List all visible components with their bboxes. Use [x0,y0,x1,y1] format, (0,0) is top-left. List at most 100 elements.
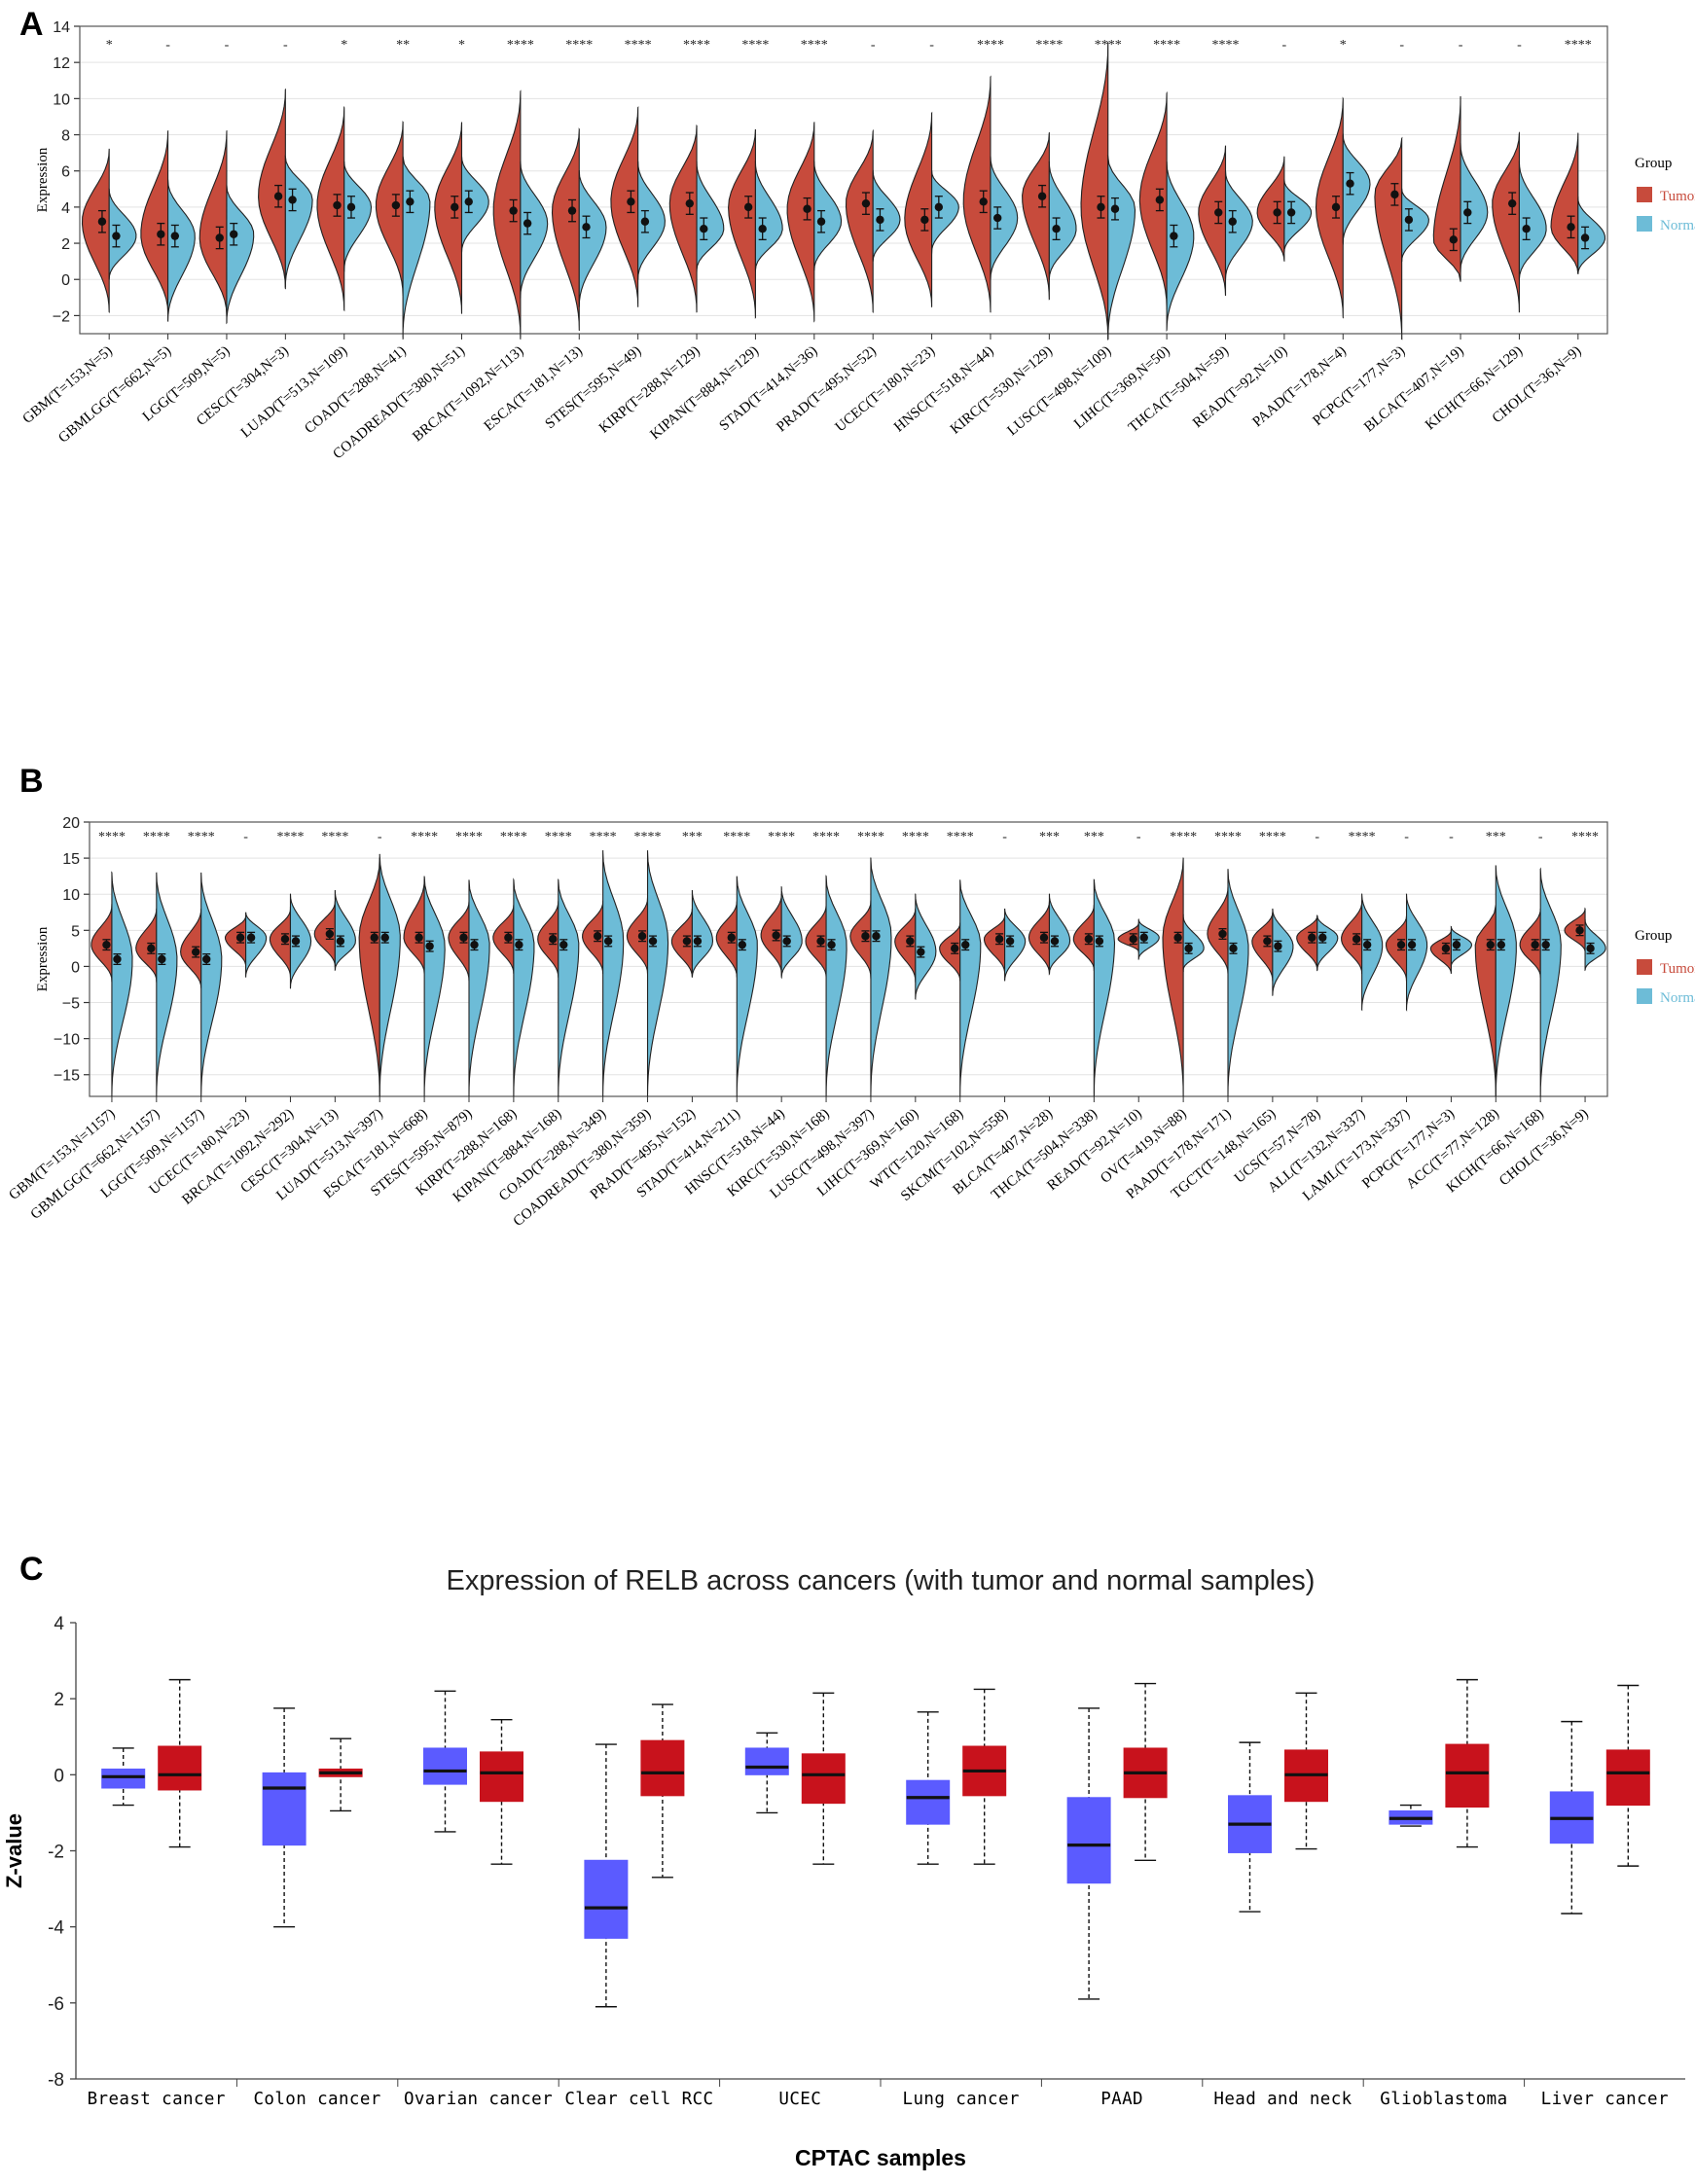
y-axis-label: Expression [35,926,51,991]
normal-violin [754,161,783,273]
normal-violin [558,878,580,1097]
median-point [235,933,245,942]
normal-violin [226,184,255,325]
median-point [391,200,401,210]
median-point [192,948,200,956]
tumor-violin [715,901,738,978]
significance-label: **** [683,38,710,53]
median-point [346,202,356,212]
median-point [1441,944,1451,953]
tumor-violin [983,915,1006,974]
median-point [993,213,1002,223]
median-point [464,197,473,206]
tumor-violin [492,905,515,975]
tumor-violin [1550,132,1579,274]
significance-label: - [1399,38,1404,53]
normal-violin [1342,133,1371,245]
normal-box [101,1768,146,1789]
y-tick-label: 4 [54,1614,64,1634]
significance-label: **** [857,830,884,844]
median-point [559,940,568,949]
x-tick-label: Ovarian cancer [404,2090,553,2109]
median-point [1170,232,1178,240]
normal-violin [200,872,223,1097]
median-point [504,933,513,942]
tumor-violin [962,75,992,313]
plot-frame [89,821,1608,1097]
tumor-violin [1251,912,1274,982]
median-point [158,954,166,964]
normal-violin [1106,155,1136,340]
normal-violin [1460,142,1489,272]
significance-label: **** [1565,38,1592,53]
median-point [333,200,342,210]
median-point [1039,933,1049,942]
normal-violin [872,169,901,262]
median-point [1214,208,1223,217]
median-point [1362,940,1372,949]
significance-label: **** [321,830,348,844]
tumor-violin [728,128,756,319]
median-point [1155,196,1165,204]
median-point [325,929,335,939]
tumor-violin [551,127,580,332]
median-point [470,940,479,949]
y-tick-label: -6 [48,1994,64,2015]
normal-violin [1401,188,1429,263]
x-tick-label: STES(T=595,N=49) [543,343,645,432]
median-point [1173,933,1182,942]
median-point [582,223,591,232]
significance-label: - [871,38,876,53]
tumor-box [1445,1743,1490,1808]
tumor-violin [224,915,247,969]
normal-violin [108,188,137,280]
significance-label: **** [1571,830,1599,844]
legend-title: Group [1635,156,1672,171]
tumor-violin [1028,900,1051,976]
x-tick-label: PRAD(T=495,N=52) [774,343,879,436]
normal-violin [1539,867,1562,1097]
significance-label: - [378,830,382,844]
x-tick-label: KIRC(T=530,N=129) [948,343,1056,438]
tumor-violin [492,90,522,340]
y-tick-label: 12 [53,55,70,72]
normal-violin [1495,865,1517,1097]
x-tick-label: Colon cancer [253,2090,380,2109]
x-tick-label: THCA(T=504,N=59) [1126,343,1232,436]
normal-violin [990,155,1019,281]
median-point [415,933,423,942]
significance-label: - [1449,830,1454,844]
x-tick-label: KIPAN(T=884,N=129) [647,343,762,443]
normal-violin [780,885,803,980]
median-point [876,215,884,225]
tumor-violin [1385,914,1408,983]
y-tick-label: 2 [54,1690,64,1710]
significance-label: **** [634,830,662,844]
tumor-violin [1432,95,1461,282]
significance-label: **** [1349,830,1376,844]
significance-label: **** [411,830,438,844]
significance-label: **** [723,830,750,844]
median-point [738,940,746,949]
tumor-violin [90,904,113,983]
violin-chart-a: A−202468101214Expression*GBM(T=153,N=5)-… [19,6,1695,462]
median-point [567,206,577,215]
significance-label: **** [741,38,769,53]
normal-violin [825,875,848,1097]
median-point [1139,933,1148,942]
x-tick-label: LUSC(T=498,N=109) [1004,343,1114,439]
tumor-violin [1474,905,1497,1097]
tumor-violin [904,111,933,308]
normal-violin [915,893,937,1000]
significance-label: *** [1486,830,1506,844]
median-point [1531,940,1539,949]
x-tick-label: Lung cancer [903,2090,1020,2109]
x-tick-label: LIHC(T=369,N=50) [1071,343,1173,432]
normal-violin [1224,170,1253,280]
x-tick-label: COAD(T=288,N=41) [302,343,409,437]
legend-swatch-tumor [1637,187,1652,202]
x-tick-label: Breast cancer [88,2090,226,2109]
median-point [1407,940,1417,949]
y-tick-label: 15 [62,851,80,868]
tumor-violin [1374,136,1403,340]
